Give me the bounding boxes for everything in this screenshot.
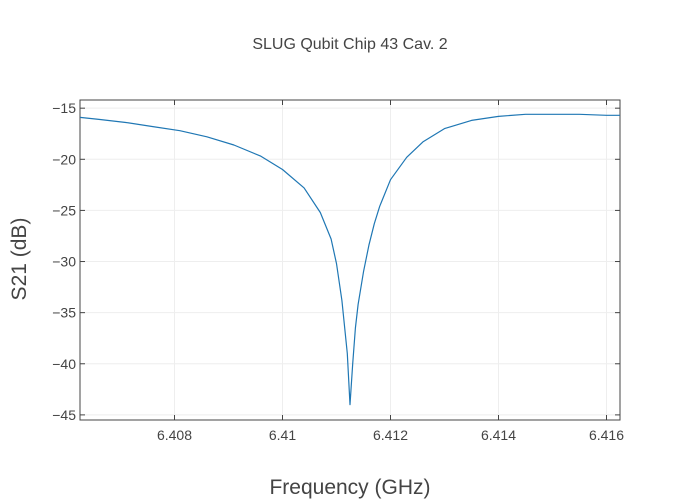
x-tick-label: 6.416	[589, 427, 624, 443]
y-tick-labels: −15 −20 −25 −30 −35 −40 −45	[52, 100, 76, 423]
chart-title: SLUG Qubit Chip 43 Cav. 2	[252, 36, 447, 53]
series-line	[79, 113, 620, 406]
y-tick-label: −20	[52, 151, 76, 167]
x-tick-label: 6.408	[157, 427, 192, 443]
x-tick-label: 6.414	[481, 427, 516, 443]
y-tick-label: −30	[52, 254, 76, 270]
x-tick-label: 6.41	[269, 427, 296, 443]
plot-frame	[79, 99, 621, 421]
y-tick-label: −25	[52, 202, 76, 218]
tick-marks	[80, 100, 620, 420]
y-tick-label: −40	[52, 356, 76, 372]
x-tick-labels: 6.408 6.41 6.412 6.414 6.416	[157, 427, 624, 443]
x-tick-label: 6.412	[373, 427, 408, 443]
x-axis-title: Frequency (GHz)	[269, 476, 430, 499]
y-tick-label: −35	[52, 305, 76, 321]
series-group	[79, 113, 620, 406]
y-tick-label: −15	[52, 100, 76, 116]
y-axis-title: S21 (dB)	[8, 218, 31, 301]
grid-lines	[80, 100, 620, 420]
y-tick-label: −45	[52, 407, 76, 423]
